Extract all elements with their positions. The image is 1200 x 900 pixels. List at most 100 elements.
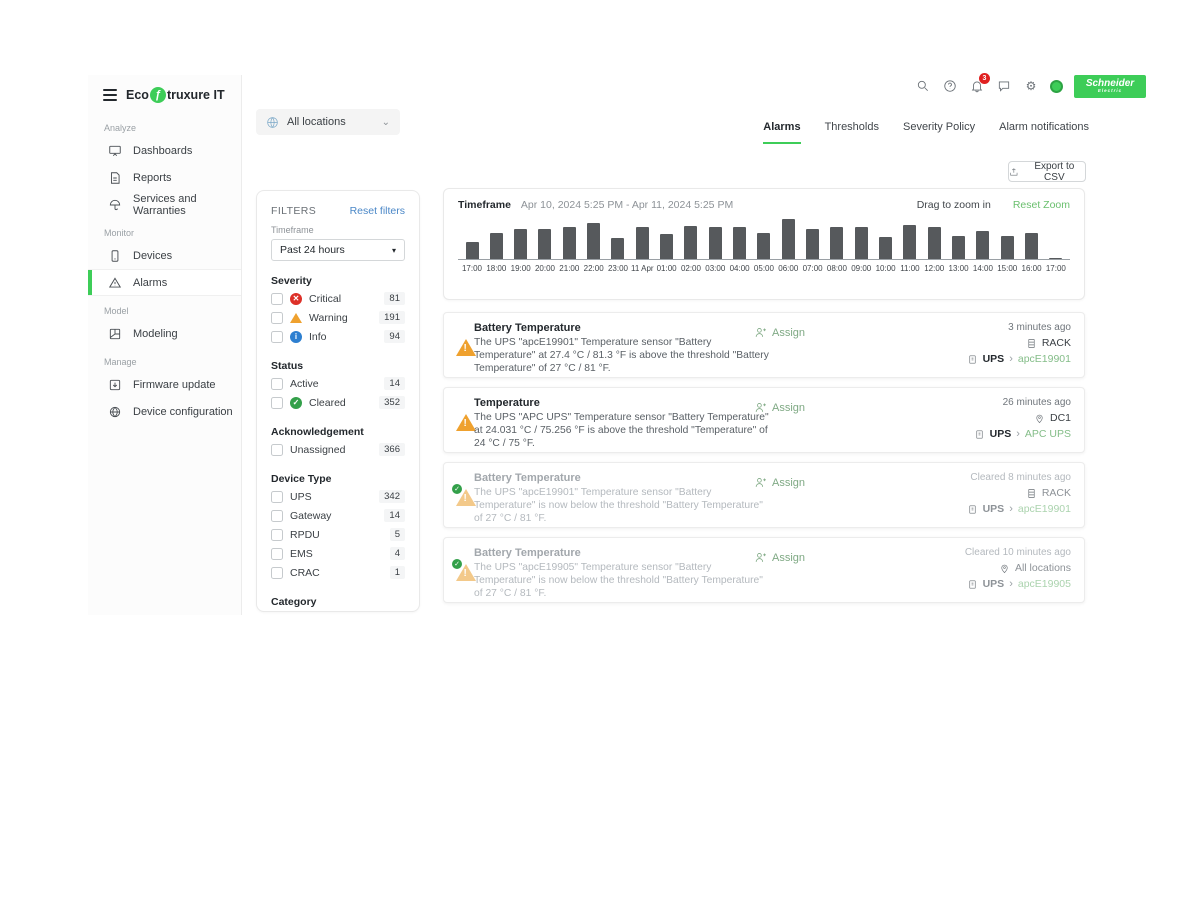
bar[interactable] [757,233,771,259]
alarm-card[interactable]: Temperature The UPS "APC UPS" Temperatur… [443,387,1085,453]
bar[interactable] [830,227,844,259]
hamburger-menu-icon[interactable] [103,89,117,101]
timeframe-select[interactable]: Past 24 hours ▾ [271,239,405,261]
bar[interactable] [927,227,941,259]
timeline-chart[interactable]: 17:00 18:00 19:00 20:00 21:00 22:00 23:00 11 Ap… [458,217,1070,289]
bar-column [922,217,946,259]
settings-gear-icon[interactable]: ⚙ [1025,79,1037,93]
checkbox[interactable] [271,330,283,343]
alarm-device-link[interactable]: apcE19905 [1017,578,1071,590]
bar[interactable] [660,234,674,259]
alarm-location[interactable]: RACK [967,487,1071,499]
x-axis-tick-label: 12:00 [924,264,945,273]
assign-button[interactable]: Assign [754,401,805,414]
filter-option-info: i Info 94 [271,327,405,346]
bar[interactable] [562,227,576,259]
tab-alarms[interactable]: Alarms [763,121,801,144]
alarm-device[interactable]: UPS › apcE19905 [965,578,1071,590]
bar[interactable] [465,242,479,259]
alarm-device-link[interactable]: apcE19901 [1017,503,1071,515]
bar[interactable] [1025,233,1039,259]
x-axis-tick-label: 05:00 [753,264,774,273]
alarm-device-link[interactable]: apcE19901 [1017,353,1071,365]
bar[interactable] [587,223,601,259]
checkbox[interactable] [271,566,283,579]
chevron-down-icon: ⌄ [381,116,390,128]
assign-button[interactable]: Assign [754,551,805,564]
bar[interactable] [976,231,990,259]
bar[interactable] [1049,258,1063,259]
reset-zoom-button[interactable]: Reset Zoom [1012,199,1070,211]
topbar: 3 ⚙ Schneider Electric [915,73,1146,98]
tab-severity-policy[interactable]: Severity Policy [902,121,976,133]
bar[interactable] [733,227,747,259]
bar[interactable] [806,229,820,259]
alarm-card[interactable]: ✓ Battery Temperature The UPS "apcE19901… [443,462,1085,528]
schneider-electric-logo[interactable]: Schneider Electric [1074,74,1146,98]
bar[interactable] [489,233,503,259]
bar[interactable] [781,219,795,259]
bar[interactable] [538,229,552,259]
x-axis-tick-label: 11 Apr [631,264,654,273]
sidebar-item-dashboards[interactable]: Dashboards [88,137,241,164]
search-icon[interactable] [915,78,931,94]
bar[interactable] [854,227,868,259]
export-csv-button[interactable]: Export to CSV [1008,161,1086,183]
checkbox[interactable] [271,311,283,324]
bar[interactable] [879,237,893,259]
bar[interactable] [611,238,625,259]
warning-cleared-icon: ✓ [452,559,478,584]
tab-alarm-notifications[interactable]: Alarm notifications [999,121,1089,133]
feedback-icon[interactable] [996,78,1012,94]
assign-button[interactable]: Assign [754,476,805,489]
filter-group-severity: Severity [271,275,312,287]
help-icon[interactable] [942,78,958,94]
bar[interactable] [684,226,698,259]
alarm-card[interactable]: Battery Temperature The UPS "apcE19901" … [443,312,1085,378]
sidebar-item-reports[interactable]: Reports [88,164,241,191]
filter-count: 94 [384,330,405,343]
bar[interactable] [1000,236,1014,259]
checkbox[interactable] [271,292,283,305]
checkbox[interactable] [271,528,283,541]
assign-person-icon [755,478,766,487]
sidebar-item-modeling[interactable]: Modeling [88,320,241,347]
tab-thresholds[interactable]: Thresholds [824,121,879,133]
sidebar-item-services-warranties[interactable]: Services and Warranties [88,191,241,218]
alarm-location[interactable]: All locations [965,562,1071,574]
bar[interactable] [514,229,528,259]
alarm-device[interactable]: UPS › APC UPS [974,428,1071,440]
bar[interactable] [952,236,966,259]
bar[interactable] [708,227,722,259]
sidebar-item-devices[interactable]: Devices [88,242,241,269]
bar[interactable] [903,225,917,259]
sidebar-item-label: Services and Warranties [133,192,197,217]
alarm-location[interactable]: RACK [967,337,1071,349]
alarm-device-link[interactable]: APC UPS [1024,428,1071,440]
alarm-location-label: RACK [1041,337,1071,349]
logo-text-truxure: truxure IT [166,88,225,102]
bar[interactable] [635,227,649,259]
alarm-location[interactable]: DC1 [974,412,1071,424]
location-filter[interactable]: All locations ⌄ [256,109,400,135]
sidebar-item-firmware-update[interactable]: Firmware update [88,371,241,398]
x-axis-tick-label: 15:00 [997,264,1018,273]
ups-icon [969,580,976,588]
assign-button[interactable]: Assign [754,326,805,339]
sidebar-item-device-configuration[interactable]: Device configuration [88,398,241,425]
checkbox[interactable] [271,509,283,522]
alarm-device[interactable]: UPS › apcE19901 [967,353,1071,365]
notifications-icon[interactable]: 3 [969,73,990,94]
alarm-card[interactable]: ✓ Battery Temperature The UPS "apcE19905… [443,537,1085,603]
checkbox[interactable] [271,490,283,503]
alarm-device[interactable]: UPS › apcE19901 [967,503,1071,515]
checkbox[interactable] [271,443,283,456]
checkbox[interactable] [271,396,283,409]
sidebar-item-alarms[interactable]: Alarms [88,269,241,296]
checkbox[interactable] [271,377,283,390]
checkbox[interactable] [271,547,283,560]
reset-filters-link[interactable]: Reset filters [349,205,405,217]
x-axis-tick-label: 08:00 [826,264,847,273]
x-axis-tick-label: 11:00 [900,264,920,273]
user-avatar[interactable] [1050,79,1063,93]
